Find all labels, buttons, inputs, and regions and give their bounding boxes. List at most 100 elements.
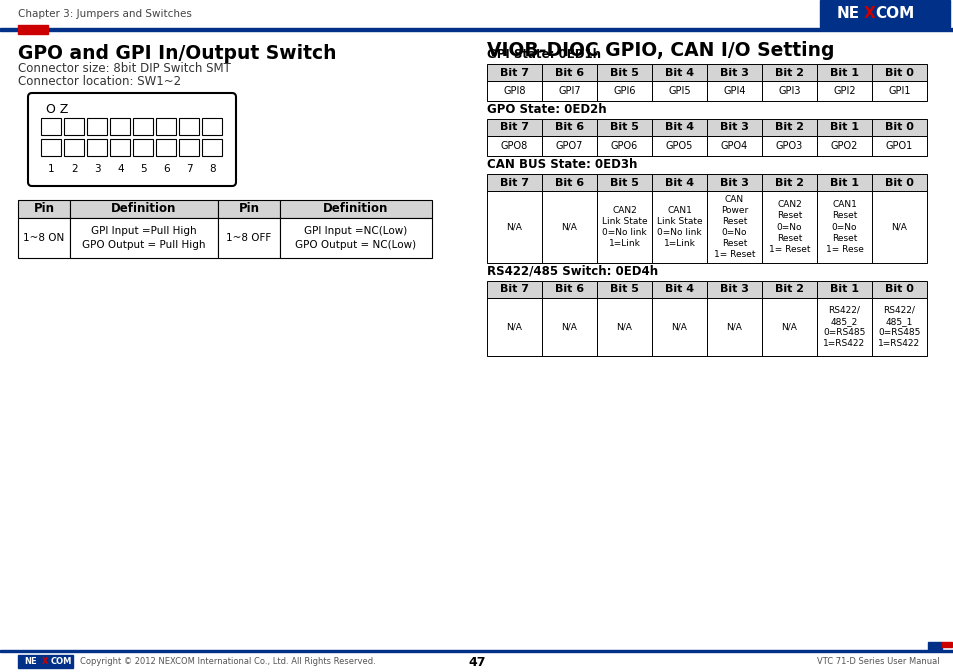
- Bar: [156, 118, 176, 135]
- Text: X: X: [863, 6, 875, 21]
- Bar: [871, 191, 926, 263]
- Bar: [486, 136, 541, 156]
- Text: Connector location: SW1~2: Connector location: SW1~2: [18, 75, 181, 88]
- Text: GPI5: GPI5: [667, 86, 690, 96]
- Bar: [88, 139, 108, 156]
- Bar: [706, 136, 761, 156]
- Bar: [597, 281, 651, 298]
- FancyBboxPatch shape: [28, 93, 235, 186]
- Text: Bit 7: Bit 7: [499, 284, 529, 294]
- Bar: [218, 218, 280, 258]
- Text: GPI3: GPI3: [778, 86, 800, 96]
- Text: Bit 0: Bit 0: [884, 67, 913, 77]
- Text: Bit 3: Bit 3: [720, 284, 748, 294]
- Text: CAN1
Link State
0=No link
1=Link: CAN1 Link State 0=No link 1=Link: [656, 206, 701, 248]
- Bar: [541, 81, 597, 101]
- Text: Bit 6: Bit 6: [555, 122, 583, 132]
- Bar: [871, 136, 926, 156]
- Text: RS422/
485_2
0=RS485
1=RS422: RS422/ 485_2 0=RS485 1=RS422: [822, 306, 864, 348]
- Text: 2: 2: [71, 164, 78, 174]
- Bar: [280, 200, 432, 218]
- Bar: [761, 174, 816, 191]
- Text: GPO8: GPO8: [500, 141, 528, 151]
- Bar: [541, 281, 597, 298]
- Bar: [816, 298, 871, 356]
- Bar: [0, 28, 953, 31]
- Text: Chapter 3: Jumpers and Switches: Chapter 3: Jumpers and Switches: [18, 9, 192, 19]
- Text: Bit 3: Bit 3: [720, 67, 748, 77]
- Text: VTC 71-D Series User Manual: VTC 71-D Series User Manual: [817, 657, 939, 667]
- Bar: [486, 191, 541, 263]
- Text: NE: NE: [836, 6, 859, 21]
- Text: Definition: Definition: [323, 202, 388, 216]
- Text: Pin: Pin: [33, 202, 54, 216]
- Bar: [0, 652, 953, 672]
- Bar: [651, 281, 706, 298]
- Bar: [761, 81, 816, 101]
- Bar: [541, 191, 597, 263]
- Bar: [18, 655, 73, 668]
- Text: Bit 7: Bit 7: [499, 67, 529, 77]
- Bar: [202, 118, 222, 135]
- Text: Bit 0: Bit 0: [884, 284, 913, 294]
- Text: Bit 0: Bit 0: [884, 177, 913, 187]
- Text: GPI4: GPI4: [722, 86, 745, 96]
- Bar: [820, 0, 949, 27]
- Bar: [761, 136, 816, 156]
- Text: N/A: N/A: [506, 222, 522, 231]
- Text: GPO4: GPO4: [720, 141, 747, 151]
- Text: Bit 7: Bit 7: [499, 122, 529, 132]
- Text: Bit 3: Bit 3: [720, 177, 748, 187]
- Text: Bit 1: Bit 1: [829, 284, 858, 294]
- Text: Bit 3: Bit 3: [720, 122, 748, 132]
- Bar: [111, 118, 131, 135]
- Bar: [651, 191, 706, 263]
- Bar: [871, 281, 926, 298]
- Text: GPI2: GPI2: [832, 86, 855, 96]
- Text: Bit 2: Bit 2: [774, 67, 803, 77]
- Bar: [486, 81, 541, 101]
- Text: N/A: N/A: [726, 323, 741, 331]
- Text: 6: 6: [163, 164, 170, 174]
- Bar: [541, 174, 597, 191]
- Bar: [597, 136, 651, 156]
- Bar: [816, 174, 871, 191]
- Text: GPI1: GPI1: [887, 86, 910, 96]
- Bar: [651, 64, 706, 81]
- Bar: [65, 139, 85, 156]
- Bar: [42, 139, 61, 156]
- Text: 3: 3: [94, 164, 101, 174]
- Text: COM: COM: [875, 6, 914, 21]
- Bar: [706, 119, 761, 136]
- Bar: [597, 174, 651, 191]
- Bar: [651, 174, 706, 191]
- Bar: [816, 191, 871, 263]
- Bar: [761, 281, 816, 298]
- Text: GPO3: GPO3: [775, 141, 802, 151]
- Text: Bit 4: Bit 4: [664, 67, 694, 77]
- Text: Bit 6: Bit 6: [555, 67, 583, 77]
- Bar: [486, 174, 541, 191]
- Text: 7: 7: [186, 164, 193, 174]
- Bar: [706, 174, 761, 191]
- Bar: [133, 118, 153, 135]
- Text: Copyright © 2012 NEXCOM International Co., Ltd. All Rights Reserved.: Copyright © 2012 NEXCOM International Co…: [80, 657, 375, 667]
- Text: X: X: [42, 657, 49, 666]
- Text: GPO State: 0ED2h: GPO State: 0ED2h: [486, 103, 606, 116]
- Bar: [927, 642, 941, 650]
- Text: N/A: N/A: [506, 323, 522, 331]
- Bar: [133, 139, 153, 156]
- Bar: [18, 25, 48, 34]
- Text: CAN1
Reset
0=No
Reset
1= Rese: CAN1 Reset 0=No Reset 1= Rese: [824, 200, 862, 254]
- Bar: [70, 200, 218, 218]
- Text: Bit 4: Bit 4: [664, 177, 694, 187]
- Bar: [706, 64, 761, 81]
- Text: RS422/
485_1
0=RS485
1=RS422: RS422/ 485_1 0=RS485 1=RS422: [878, 306, 920, 348]
- Text: 4: 4: [117, 164, 124, 174]
- Text: N/A: N/A: [891, 222, 906, 231]
- Bar: [871, 64, 926, 81]
- Text: Bit 5: Bit 5: [609, 67, 639, 77]
- Text: NE: NE: [25, 657, 37, 666]
- Text: N/A: N/A: [616, 323, 632, 331]
- Text: N/A: N/A: [561, 222, 577, 231]
